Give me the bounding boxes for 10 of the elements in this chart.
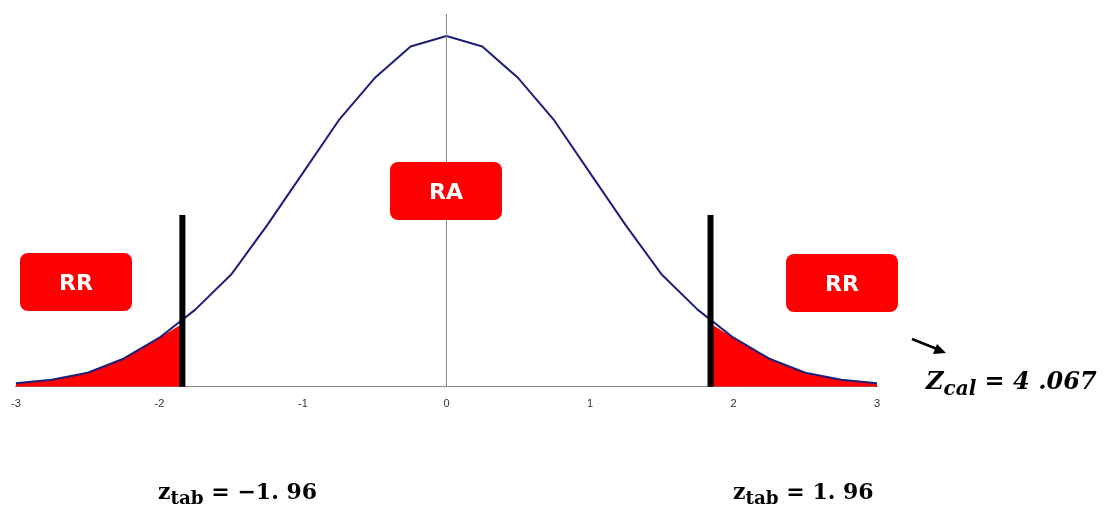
x-tick-label: 2 [730,397,737,410]
x-tick-label: -1 [298,397,308,410]
x-tick-label: 0 [443,397,450,410]
x-tick-label: -2 [154,397,165,410]
text: z$_{tab}$ = −1. 96 [158,478,319,508]
x-tick-label: -3 [11,397,21,410]
x-tick-label: 3 [873,397,881,410]
text: z$_{tab}$ = 1. 96 [733,478,875,508]
text: Z$_{cal}$ = 4 .067 [926,366,1098,402]
x-tick-label: 1 [586,397,594,410]
